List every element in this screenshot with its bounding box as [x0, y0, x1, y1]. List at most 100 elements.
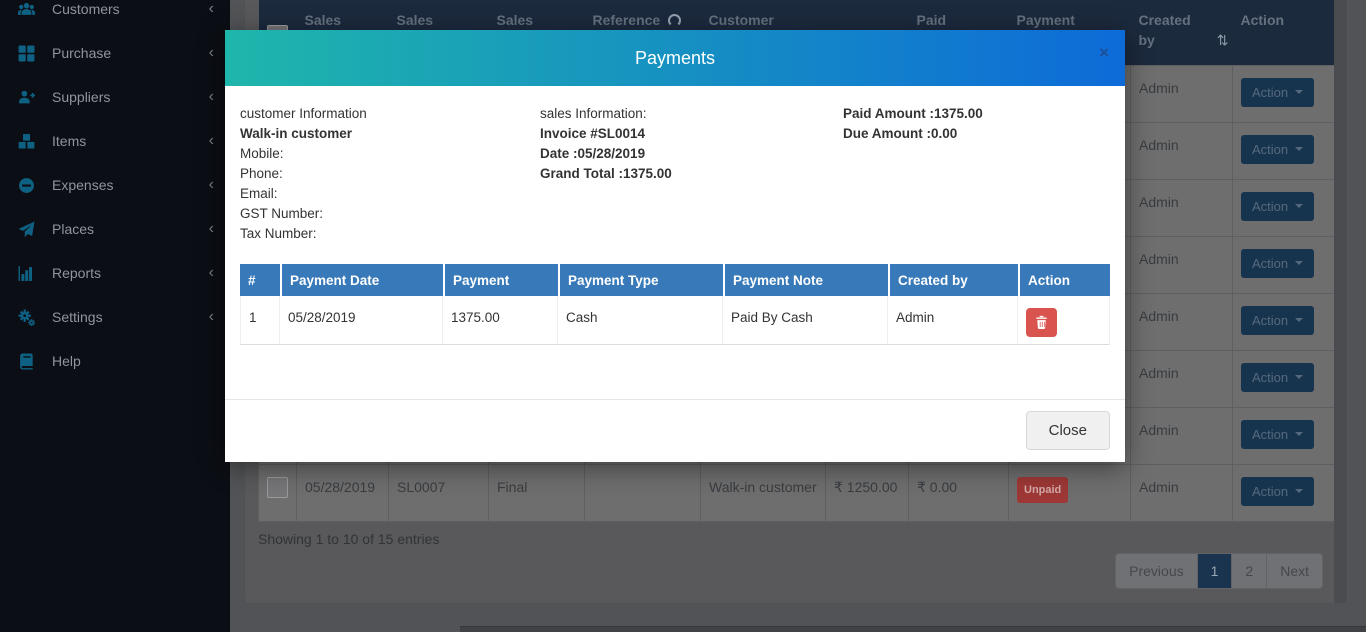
- sales-status-cell: Final: [488, 463, 585, 522]
- action-cell: Action: [1232, 463, 1335, 522]
- row-action-button[interactable]: Action: [1241, 362, 1315, 392]
- sidebar-item-label: Purchase: [52, 45, 112, 61]
- row-action-button[interactable]: Action: [1241, 77, 1315, 107]
- col-num: #: [240, 264, 280, 296]
- row-action-button[interactable]: Action: [1241, 305, 1315, 335]
- sidebar-item-customers[interactable]: Customers ‹: [0, 0, 230, 31]
- minus-circle-icon: [18, 177, 42, 194]
- sidebar-menu: Customers ‹ Purchase ‹ Suppliers ‹ Items…: [0, 0, 230, 383]
- sale-date: Date :05/28/2019: [540, 146, 646, 161]
- sidebar-item-reports[interactable]: Reports ‹: [0, 251, 230, 295]
- caret-down-icon: [1295, 489, 1304, 493]
- grid-icon: [18, 45, 42, 62]
- payment-action-cell: [1018, 296, 1110, 345]
- col-payment-date: Payment Date: [280, 264, 443, 296]
- sidebar-item-label: Items: [52, 133, 87, 149]
- paper-plane-icon: [18, 221, 42, 238]
- book-icon: [18, 353, 42, 370]
- customer-name: Walk-in customer: [240, 126, 353, 141]
- modal-header: Payments ×: [225, 30, 1125, 86]
- col-created-by: Created by: [888, 264, 1018, 296]
- sidebar-item-label: Customers: [52, 1, 120, 17]
- tax-number-label: Tax Number:: [240, 226, 317, 241]
- action-cell: Action: [1232, 349, 1335, 408]
- reference-cell: [584, 463, 701, 522]
- sidebar: Customers ‹ Purchase ‹ Suppliers ‹ Items…: [0, 0, 230, 632]
- sidebar-item-items[interactable]: Items ‹: [0, 119, 230, 163]
- payment-row: 1 05/28/2019 1375.00 Cash Paid By Cash A…: [240, 296, 1110, 345]
- sidebar-item-purchase[interactable]: Purchase ‹: [0, 31, 230, 75]
- sidebar-item-suppliers[interactable]: Suppliers ‹: [0, 75, 230, 119]
- pagination-previous[interactable]: Previous: [1115, 553, 1198, 589]
- paid-cell: ₹ 0.00: [908, 463, 1009, 522]
- modal-footer: Close: [225, 399, 1125, 462]
- paid-amount: Paid Amount :1375.00: [843, 106, 983, 121]
- caret-down-icon: [1295, 204, 1304, 208]
- unpaid-badge: Unpaid: [1017, 476, 1069, 503]
- payment-date-cell: 05/28/2019: [280, 296, 443, 345]
- row-action-button[interactable]: Action: [1241, 248, 1315, 278]
- customer-cell: Walk-in customer: [700, 463, 826, 522]
- grand-total-cell: ₹ 1250.00: [825, 463, 909, 522]
- row-select-cell: [258, 463, 297, 522]
- phone-label: Phone:: [240, 166, 283, 181]
- due-amount: Due Amount :0.00: [843, 126, 958, 141]
- row-action-button[interactable]: Action: [1241, 419, 1315, 449]
- sidebar-item-label: Expenses: [52, 177, 114, 193]
- caret-down-icon: [1295, 432, 1304, 436]
- user-plus-icon: [18, 89, 42, 106]
- table-row: 05/28/2019 SL0007 Final Walk-in customer…: [258, 463, 1335, 522]
- sidebar-item-help[interactable]: Help: [0, 339, 230, 383]
- payment-created-by-cell: Admin: [888, 296, 1018, 345]
- page-footer: [460, 626, 1366, 632]
- col-payment-note: Payment Note: [723, 264, 888, 296]
- caret-down-icon: [1295, 318, 1304, 322]
- caret-down-icon: [1295, 375, 1304, 379]
- sidebar-item-settings[interactable]: Settings ‹: [0, 295, 230, 339]
- payment-num-cell: 1: [240, 296, 280, 345]
- sidebar-item-places[interactable]: Places ‹: [0, 207, 230, 251]
- payments-modal: Payments × customer Information Walk-in …: [225, 30, 1125, 462]
- sidebar-item-label: Places: [52, 221, 95, 237]
- payment-amount-cell: 1375.00: [443, 296, 558, 345]
- close-icon[interactable]: ×: [1099, 43, 1109, 62]
- sidebar-item-label: Reports: [52, 265, 102, 281]
- sales-date-cell: 05/28/2019: [296, 463, 389, 522]
- pagination-page-1[interactable]: 1: [1196, 553, 1233, 589]
- loading-spinner-icon: [668, 14, 682, 27]
- created-by-cell: Admin: [1130, 121, 1233, 180]
- table-scrollbar[interactable]: [1334, 0, 1347, 603]
- row-checkbox[interactable]: [267, 476, 288, 498]
- chevron-left-icon: ‹: [208, 132, 214, 149]
- col-payment-type: Payment Type: [558, 264, 723, 296]
- row-action-button[interactable]: Action: [1241, 476, 1315, 506]
- sales-info: sales Information: Invoice #SL0014 Date …: [540, 104, 835, 184]
- col-action: Action: [1018, 264, 1110, 296]
- amount-info: Paid Amount :1375.00 Due Amount :0.00: [843, 104, 1113, 144]
- row-action-button[interactable]: Action: [1241, 191, 1315, 221]
- delete-payment-button[interactable]: [1026, 308, 1057, 337]
- payment-status-cell: Unpaid: [1008, 463, 1131, 522]
- chevron-left-icon: ‹: [208, 176, 214, 193]
- sales-info-heading: sales Information:: [540, 106, 647, 121]
- mobile-label: Mobile:: [240, 146, 284, 161]
- gears-icon: [18, 309, 42, 326]
- col-created-by[interactable]: ⇅ Created by: [1130, 0, 1233, 65]
- customer-info: customer Information Walk-in customer Mo…: [240, 104, 535, 244]
- row-action-button[interactable]: Action: [1241, 134, 1315, 164]
- modal-body: customer Information Walk-in customer Mo…: [225, 86, 1125, 399]
- pagination: Previous 1 2 Next: [1115, 553, 1323, 589]
- bar-chart-icon: [18, 265, 42, 282]
- close-button[interactable]: Close: [1025, 411, 1110, 450]
- chevron-left-icon: ‹: [208, 0, 214, 17]
- pagination-next[interactable]: Next: [1266, 553, 1323, 589]
- customer-info-heading: customer Information: [240, 106, 367, 121]
- trash-icon: [1036, 315, 1047, 329]
- gst-number-label: GST Number:: [240, 206, 324, 221]
- grand-total: Grand Total :1375.00: [540, 166, 672, 181]
- sidebar-item-expenses[interactable]: Expenses ‹: [0, 163, 230, 207]
- action-cell: Action: [1232, 406, 1335, 465]
- chevron-left-icon: ‹: [208, 308, 214, 325]
- sales-code-cell: SL0007: [388, 463, 489, 522]
- action-cell: Action: [1232, 178, 1335, 237]
